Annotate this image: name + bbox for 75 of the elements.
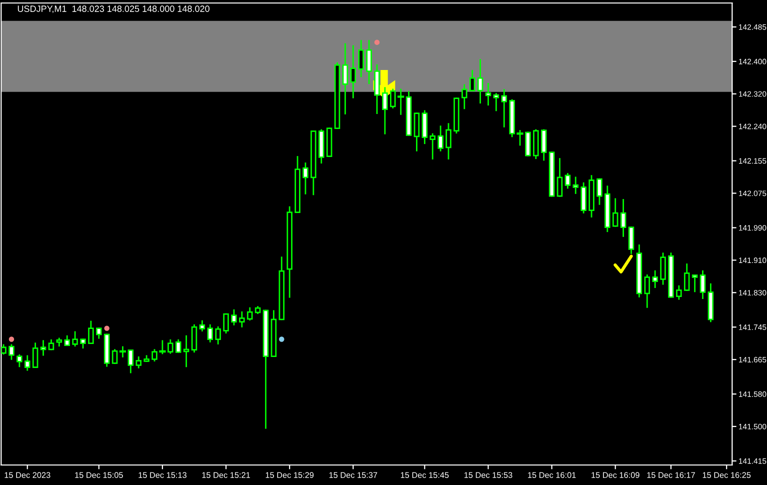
candlestick xyxy=(612,198,618,227)
candlestick xyxy=(64,335,70,346)
candlestick xyxy=(239,311,245,328)
candlestick xyxy=(660,252,666,285)
candlestick xyxy=(112,349,118,364)
candlestick xyxy=(191,324,198,353)
candlestick xyxy=(462,84,468,110)
x-tick-label: 15 Dec 15:53 xyxy=(464,472,512,478)
candlestick xyxy=(652,270,658,288)
candlestick xyxy=(72,331,78,346)
candlestick xyxy=(477,59,484,104)
point xyxy=(8,336,14,342)
candlestick xyxy=(168,339,174,354)
candlestick xyxy=(485,83,492,106)
candlestick xyxy=(493,93,500,112)
candlestick xyxy=(438,126,444,152)
candlestick xyxy=(414,112,420,152)
x-tick-label: 15 Dec 15:21 xyxy=(202,472,250,478)
candlestick xyxy=(350,45,356,98)
candlestick xyxy=(556,158,563,197)
candlestick xyxy=(183,335,190,368)
candlestick xyxy=(88,320,94,344)
x-tick-label: 15 Dec 15:13 xyxy=(138,472,186,478)
candlestick xyxy=(700,270,706,299)
candlestick xyxy=(430,133,436,160)
candlestick xyxy=(215,326,221,344)
candlestick xyxy=(382,87,388,134)
candlestick xyxy=(422,110,428,144)
x-tick-label: 15 Dec 15:05 xyxy=(75,472,123,478)
candlestick xyxy=(469,70,476,92)
point xyxy=(104,326,110,331)
x-tick-label: 15 Dec 16:25 xyxy=(702,472,751,478)
candlestick xyxy=(302,162,308,194)
candlestick xyxy=(175,339,182,353)
candlestick xyxy=(223,313,229,334)
candlestick xyxy=(48,339,54,350)
candlestick xyxy=(564,173,571,189)
point xyxy=(279,336,284,342)
x-tick-label: 15 Dec 15:29 xyxy=(266,472,314,478)
candlestick xyxy=(676,285,682,300)
candlestick xyxy=(8,344,14,360)
x-tick-label: 15 Dec 2023 xyxy=(4,472,50,478)
candlestick xyxy=(374,64,380,114)
x-tick-label: 15 Dec 15:37 xyxy=(329,472,378,478)
candlestick xyxy=(24,355,30,371)
candlestick xyxy=(231,309,237,326)
candlestick xyxy=(246,307,253,320)
candlestick xyxy=(16,354,22,368)
candlestick xyxy=(207,324,213,342)
candlestick xyxy=(446,123,452,160)
candlestick xyxy=(32,342,38,368)
candlestick xyxy=(692,274,698,292)
candlestick xyxy=(540,129,547,161)
candlestick xyxy=(501,89,507,128)
candlestick xyxy=(628,226,634,254)
candlestick xyxy=(620,199,626,237)
candlestick xyxy=(136,356,142,368)
x-tick-label: 15 Dec 16:09 xyxy=(592,472,640,478)
candlestick xyxy=(596,178,602,205)
candlestick xyxy=(96,328,102,339)
candlestick xyxy=(40,340,46,356)
candlestick xyxy=(128,350,134,374)
point xyxy=(374,40,380,45)
candlestick xyxy=(572,176,578,194)
candlestick xyxy=(644,274,650,308)
x-tick-label: 15 Dec 16:01 xyxy=(528,472,576,478)
candlestick xyxy=(580,182,586,214)
chart-title: USDJPY,M1 148.023 148.025 148.000 148.020 xyxy=(18,6,210,14)
candlestick xyxy=(358,40,364,78)
candlestick xyxy=(684,264,690,291)
candlestick xyxy=(342,43,348,114)
candlestick xyxy=(199,320,206,332)
candlestick xyxy=(366,40,372,84)
x-tick-label: 15 Dec 15:45 xyxy=(400,472,449,478)
x-tick-label: 15 Dec 16:17 xyxy=(647,472,695,478)
